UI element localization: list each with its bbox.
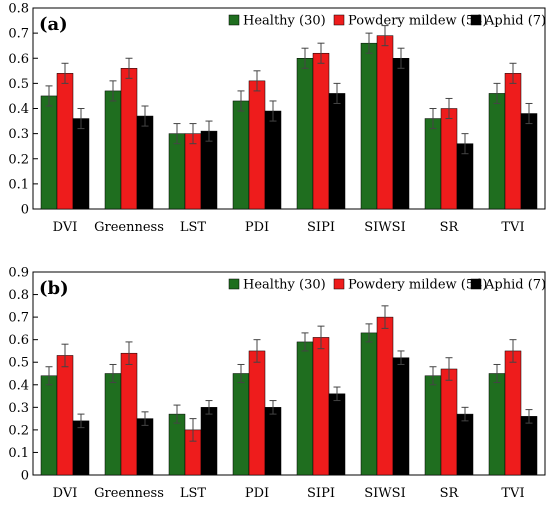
bar — [264, 407, 282, 476]
x-tick-label: PDI — [245, 220, 269, 235]
y-tick-label: 0.7 — [8, 27, 29, 42]
bar — [376, 35, 394, 210]
x-tick-label: SR — [440, 486, 460, 501]
y-tick-label: 0.1 — [8, 177, 29, 192]
bar — [56, 73, 74, 210]
legend-entry: Aphid (7) — [484, 278, 546, 293]
legend-swatch — [228, 278, 240, 290]
bar — [120, 352, 138, 476]
bar — [296, 341, 314, 476]
bar — [328, 393, 346, 476]
x-tick-label: Greenness — [94, 220, 164, 235]
x-tick-label: DVI — [53, 486, 78, 501]
bar — [56, 355, 74, 476]
legend-swatch — [470, 278, 482, 290]
y-tick-label: 0.9 — [8, 266, 29, 281]
bar — [312, 52, 330, 210]
bar — [520, 416, 538, 476]
y-tick-label: 0.2 — [8, 152, 29, 167]
chart-panel-1: 0 0.1 0.2 0.3 0.4 0.5 0.6 0.7 0.8 DVI Greenness LST… — [8, 2, 546, 236]
x-tick-label: SIPI — [307, 220, 335, 235]
bar — [104, 90, 122, 210]
legend-swatch — [333, 14, 345, 26]
bar — [72, 420, 90, 476]
x-tick-label: SIWSI — [364, 486, 405, 501]
x-tick-label: SIPI — [307, 486, 335, 501]
chart-panel-2: 0 0.1 0.2 0.3 0.4 0.5 0.6 0.7 0.8 0.9 DVI Greenness… — [8, 266, 546, 502]
bar — [120, 68, 138, 210]
y-tick-label: 0.3 — [8, 127, 29, 142]
y-tick-label: 0.4 — [8, 102, 29, 117]
bar — [264, 110, 282, 210]
y-tick-label: 0.6 — [8, 333, 29, 348]
y-tick-label: 0.5 — [8, 356, 29, 371]
y-tick-label: 0.2 — [8, 423, 29, 438]
bar — [200, 407, 218, 476]
bar — [40, 95, 58, 210]
y-tick-label: 0 — [21, 203, 29, 218]
legend-entry: Healthy (30) — [243, 14, 326, 29]
bar — [248, 350, 266, 476]
bar — [136, 115, 154, 210]
bar — [440, 368, 458, 476]
y-tick-label: 0.3 — [8, 401, 29, 416]
bar — [360, 42, 378, 210]
x-tick-label: SR — [440, 220, 460, 235]
bar — [488, 373, 506, 476]
y-tick-label: 0.6 — [8, 52, 29, 67]
plot-frame — [32, 271, 546, 476]
bar — [248, 80, 266, 210]
legend-entry: Aphid (7) — [484, 14, 546, 29]
bar — [232, 373, 250, 476]
legend-swatch — [333, 278, 345, 290]
y-tick-label: 0.8 — [8, 2, 29, 17]
y-tick-label: 0.7 — [8, 311, 29, 326]
bar — [40, 375, 58, 476]
x-tick-label: Greenness — [94, 486, 164, 501]
panel-label: (a) — [39, 14, 68, 35]
x-tick-label: SIWSI — [364, 220, 405, 235]
bar — [360, 332, 378, 476]
bar — [200, 130, 218, 210]
y-tick-label: 0.1 — [8, 446, 29, 461]
legend-entry: Powdery mildew (54) — [348, 14, 487, 29]
bar — [136, 418, 154, 476]
x-tick-label: LST — [180, 220, 207, 235]
bar — [296, 58, 314, 210]
bar — [168, 133, 186, 210]
bar — [376, 316, 394, 476]
y-tick-label: 0.8 — [8, 288, 29, 303]
bar — [488, 93, 506, 210]
x-tick-label: PDI — [245, 486, 269, 501]
bar — [232, 100, 250, 210]
y-tick-label: 0.5 — [8, 77, 29, 92]
legend-entry: Healthy (30) — [243, 278, 326, 293]
bar — [440, 108, 458, 210]
y-tick-label: 0.4 — [8, 378, 29, 393]
x-tick-label: DVI — [53, 220, 78, 235]
bar — [392, 58, 410, 210]
x-tick-label: TVI — [501, 486, 524, 501]
bar — [504, 73, 522, 210]
bar — [72, 118, 90, 210]
bar — [520, 113, 538, 210]
legend-swatch — [470, 14, 482, 26]
bar — [104, 373, 122, 476]
bar — [184, 133, 202, 210]
y-tick-label: 0 — [21, 469, 29, 484]
x-tick-label: LST — [180, 486, 207, 501]
panel-label: (b) — [39, 278, 69, 299]
bar — [504, 350, 522, 476]
bar — [312, 337, 330, 476]
bar — [424, 375, 442, 476]
bar — [328, 93, 346, 210]
legend-entry: Powdery mildew (54) — [348, 278, 487, 293]
bar — [456, 413, 474, 476]
x-tick-label: TVI — [501, 220, 524, 235]
bar — [392, 357, 410, 476]
bar — [424, 118, 442, 210]
legend-swatch — [228, 14, 240, 26]
